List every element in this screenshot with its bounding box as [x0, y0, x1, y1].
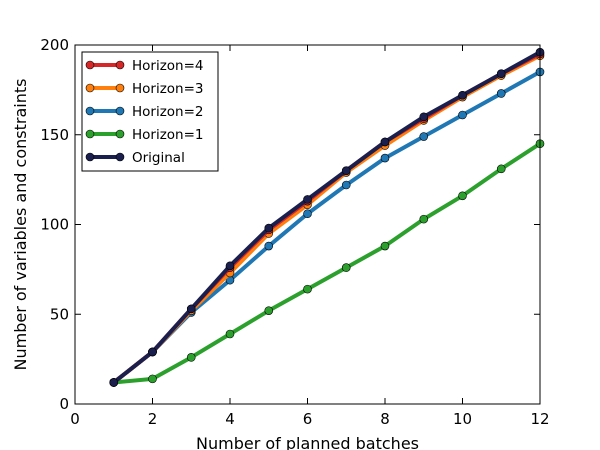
x-tick-label: 4: [225, 410, 235, 428]
legend: Horizon=4 Horizon=3 Horizon=2 Horizon=1 Orig…: [81, 51, 219, 172]
data-point: [458, 191, 467, 201]
data-point: [186, 304, 196, 314]
x-tick-label: 6: [303, 410, 313, 428]
data-point: [264, 306, 274, 315]
data-point: [303, 209, 312, 219]
legend-label: Horizon=3: [132, 81, 204, 97]
data-point: [148, 374, 157, 384]
data-point: [341, 180, 351, 190]
legend-marker: [115, 60, 125, 70]
legend-item: Horizon=1: [85, 127, 204, 143]
data-point: [419, 214, 429, 224]
data-point: [496, 164, 506, 174]
data-point: [458, 90, 467, 100]
series-line: [113, 142, 542, 385]
data-point: [264, 223, 274, 233]
data-point: [303, 195, 312, 204]
legend-label: Horizon=1: [132, 127, 204, 143]
y-tick-label: 0: [59, 395, 69, 413]
data-point: [341, 166, 351, 175]
legend-item: Horizon=4: [85, 58, 204, 74]
legend-marker: [85, 106, 95, 116]
legend-item: Horizon=3: [85, 81, 204, 97]
data-point: [148, 347, 157, 357]
x-tick-label: 12: [530, 410, 549, 428]
legend-label: Horizon=4: [132, 58, 204, 74]
legend-label: Horizon=2: [132, 104, 204, 120]
legend-item: Original: [85, 150, 185, 166]
y-tick-label: 200: [40, 36, 69, 54]
legend-marker: [85, 60, 95, 70]
data-point: [496, 89, 506, 98]
x-tick-label: 8: [380, 410, 390, 428]
legend-marker: [85, 129, 95, 139]
legend-marker: [115, 106, 125, 116]
y-tick-label: 50: [50, 305, 69, 323]
data-point: [303, 284, 312, 294]
x-tick-label: 10: [453, 410, 472, 428]
legend-frame: [81, 51, 219, 172]
data-point: [380, 153, 390, 163]
data-point: [264, 241, 274, 251]
legend-marker: [85, 83, 95, 93]
ticks-layer: 0 2 4 6 8 10 12 0 50 100 150 200: [40, 36, 549, 428]
y-tick-label: 150: [40, 126, 69, 144]
y-axis-label: Number of variables and constraints: [11, 79, 30, 371]
data-point: [458, 110, 467, 120]
x-tick-label: 2: [148, 410, 158, 428]
data-point: [186, 353, 196, 362]
legend-marker: [115, 129, 125, 139]
series-layer: [109, 47, 545, 387]
data-point: [380, 241, 390, 251]
data-point: [225, 329, 235, 339]
series-horizon-1: [109, 139, 545, 387]
x-tick-label: 0: [70, 410, 80, 428]
legend-marker: [85, 152, 95, 162]
legend-marker: [115, 152, 125, 162]
series-line: [112, 50, 541, 385]
data-point: [419, 112, 429, 122]
y-tick-label: 100: [40, 216, 69, 234]
data-point: [225, 261, 235, 271]
data-point: [496, 69, 506, 79]
x-axis-label: Number of planned batches: [196, 434, 419, 450]
data-point: [380, 137, 390, 147]
legend-item: Horizon=2: [85, 104, 204, 120]
data-point: [109, 378, 119, 387]
legend-label: Original: [132, 150, 185, 166]
legend-marker: [115, 83, 125, 93]
data-point: [341, 263, 351, 272]
data-point: [419, 132, 429, 141]
